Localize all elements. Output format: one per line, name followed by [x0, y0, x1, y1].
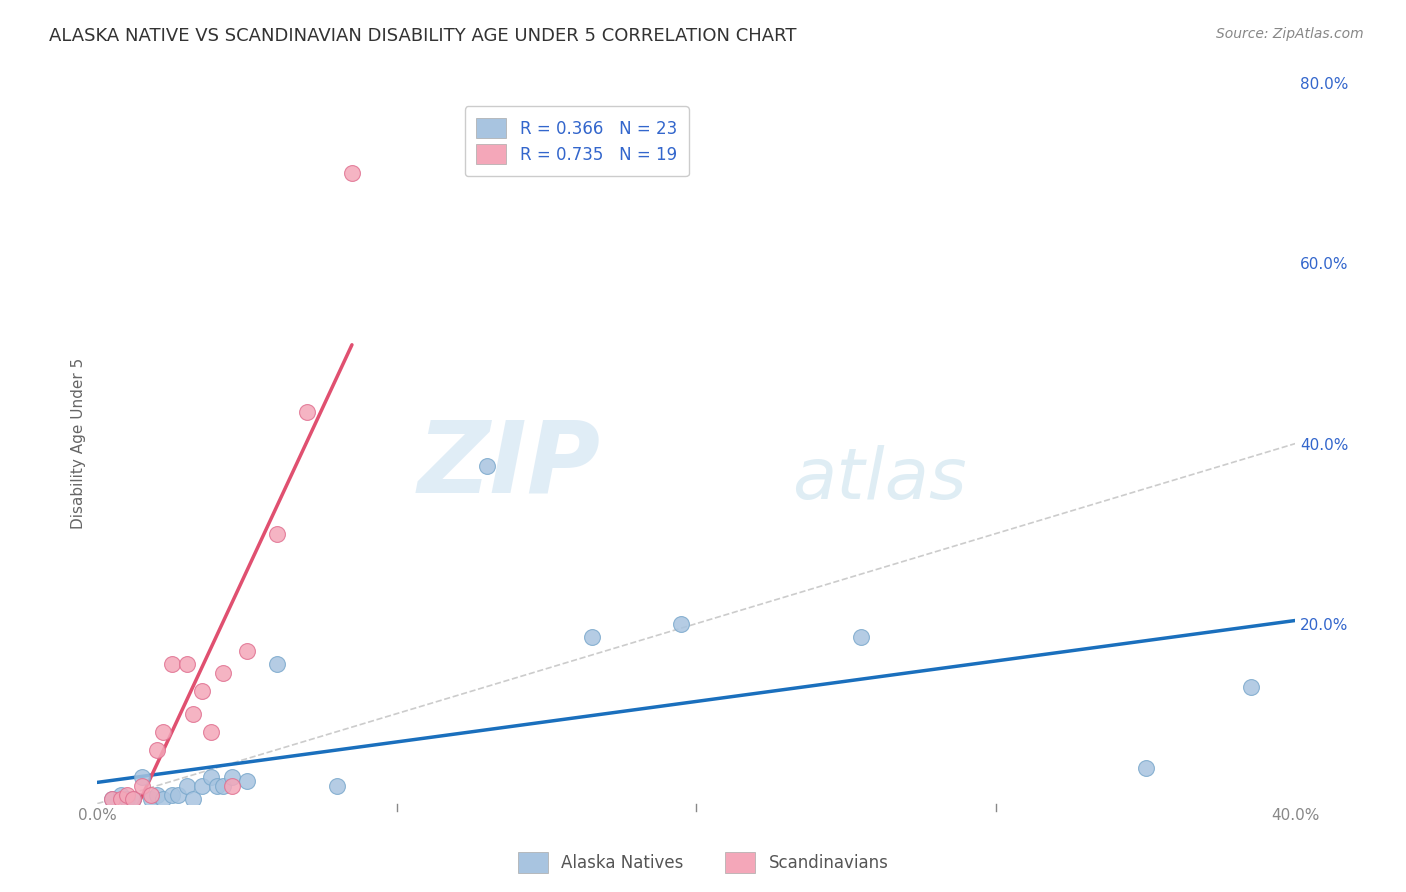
- Point: [167, 788, 190, 802]
- Point: [181, 706, 204, 721]
- Text: ZIP: ZIP: [418, 417, 600, 514]
- Point: [326, 779, 349, 793]
- Point: [236, 774, 259, 789]
- Point: [181, 792, 204, 806]
- Point: [141, 792, 163, 806]
- Point: [581, 630, 603, 644]
- Point: [101, 792, 124, 806]
- Y-axis label: Disability Age Under 5: Disability Age Under 5: [72, 358, 86, 529]
- Point: [1135, 761, 1157, 775]
- Point: [295, 405, 318, 419]
- Point: [200, 724, 222, 739]
- Point: [160, 788, 183, 802]
- Legend: R = 0.366   N = 23, R = 0.735   N = 19: R = 0.366 N = 23, R = 0.735 N = 19: [464, 106, 689, 176]
- Point: [266, 526, 288, 541]
- Point: [221, 779, 243, 793]
- Point: [191, 779, 214, 793]
- Point: [146, 742, 169, 756]
- Point: [200, 770, 222, 784]
- Point: [117, 788, 139, 802]
- Point: [101, 792, 124, 806]
- Point: [141, 788, 163, 802]
- Point: [110, 792, 132, 806]
- Point: [117, 792, 139, 806]
- Point: [110, 788, 132, 802]
- Point: [340, 166, 363, 180]
- Point: [221, 770, 243, 784]
- Point: [152, 724, 174, 739]
- Text: atlas: atlas: [792, 445, 967, 514]
- Point: [122, 792, 145, 806]
- Point: [176, 779, 198, 793]
- Point: [176, 657, 198, 671]
- Text: ALASKA NATIVE VS SCANDINAVIAN DISABILITY AGE UNDER 5 CORRELATION CHART: ALASKA NATIVE VS SCANDINAVIAN DISABILITY…: [49, 27, 797, 45]
- Point: [475, 458, 498, 473]
- Point: [671, 616, 693, 631]
- Point: [266, 657, 288, 671]
- Point: [849, 630, 872, 644]
- Point: [191, 684, 214, 698]
- Point: [160, 657, 183, 671]
- Point: [1239, 680, 1261, 694]
- Point: [152, 792, 174, 806]
- Text: Source: ZipAtlas.com: Source: ZipAtlas.com: [1216, 27, 1364, 41]
- Point: [212, 666, 235, 681]
- Point: [122, 792, 145, 806]
- Point: [212, 779, 235, 793]
- Point: [131, 770, 153, 784]
- Point: [146, 788, 169, 802]
- Point: [131, 779, 153, 793]
- Point: [236, 643, 259, 657]
- Legend: Alaska Natives, Scandinavians: Alaska Natives, Scandinavians: [510, 846, 896, 880]
- Point: [205, 779, 228, 793]
